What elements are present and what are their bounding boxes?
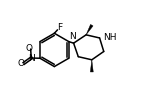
Text: N: N (28, 54, 35, 63)
Polygon shape (90, 60, 93, 72)
Text: NH: NH (103, 33, 116, 42)
Polygon shape (86, 24, 93, 35)
Text: O: O (25, 44, 32, 53)
Text: F: F (58, 23, 63, 32)
Text: O: O (18, 59, 25, 68)
Text: N: N (69, 32, 76, 41)
